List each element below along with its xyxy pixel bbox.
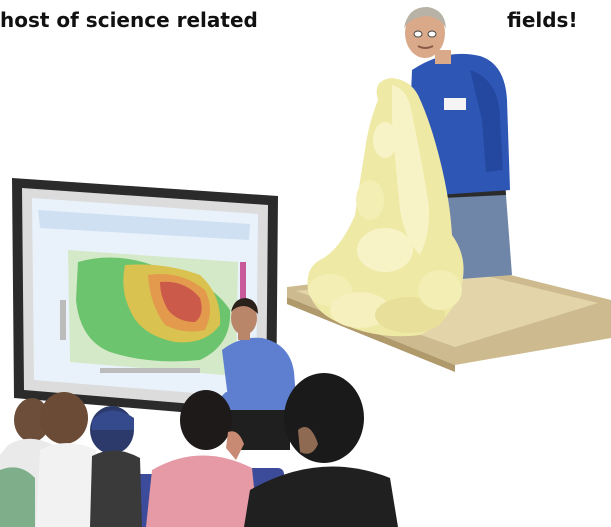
demonstration-photo [287, 6, 611, 372]
audience [0, 373, 398, 527]
heading-left-text: host of science related [0, 8, 258, 32]
classroom-photo [0, 178, 398, 527]
foam [307, 78, 464, 337]
heading-right-text: fields! [507, 8, 578, 32]
projection-screen [12, 178, 278, 420]
